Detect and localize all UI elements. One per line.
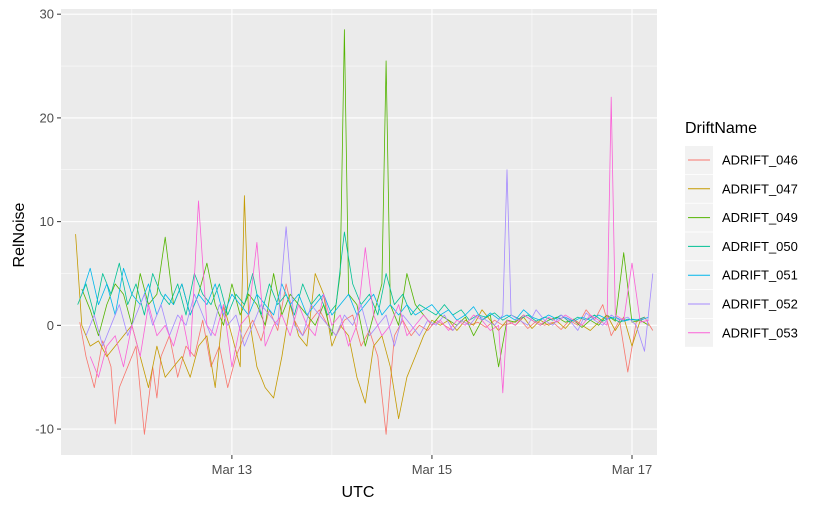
y-tick-label: 20	[40, 110, 54, 125]
legend-label: ADRIFT_049	[722, 210, 798, 225]
gridlines	[61, 9, 657, 455]
legend-label: ADRIFT_052	[722, 297, 798, 312]
series-line-adrift-053	[89, 96, 649, 394]
legend-label: ADRIFT_053	[722, 325, 798, 340]
x-tick-label: Mar 15	[412, 462, 452, 477]
legend-label: ADRIFT_050	[722, 239, 798, 254]
legend-title: DriftName	[685, 120, 757, 137]
y-tick-label: 0	[47, 318, 54, 333]
x-tick-label: Mar 13	[212, 462, 252, 477]
y-tick-label: -10	[35, 422, 54, 437]
y-axis-ticks: -10 0 10 20 30	[35, 7, 61, 437]
x-axis-ticks: Mar 13 Mar 15 Mar 17	[212, 455, 652, 477]
legend-label: ADRIFT_046	[722, 153, 798, 168]
series-line-adrift-051	[81, 267, 649, 322]
x-tick-label: Mar 17	[612, 462, 652, 477]
legend-label: ADRIFT_051	[722, 268, 798, 283]
panel-background	[61, 9, 657, 455]
y-axis-title: RelNoise	[11, 202, 28, 267]
series-line-adrift-047	[75, 195, 649, 420]
series-lines	[75, 29, 654, 435]
y-tick-label: 10	[40, 214, 54, 229]
legend: DriftName ADRIFT_046 ADRIFT_047 ADRIFT_049…	[685, 120, 798, 347]
legend-label: ADRIFT_047	[722, 181, 798, 196]
x-axis-title: UTC	[342, 484, 375, 501]
plot-panel	[61, 9, 657, 455]
y-tick-label: 30	[40, 7, 54, 22]
series-line-adrift-052	[85, 169, 654, 352]
